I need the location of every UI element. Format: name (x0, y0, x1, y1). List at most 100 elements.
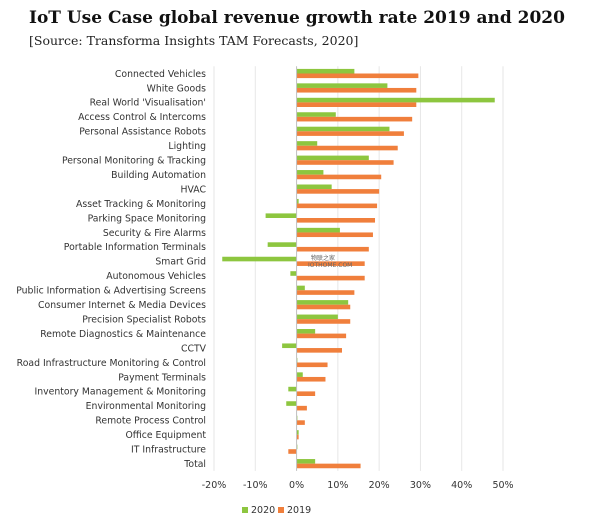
bar-2020 (286, 401, 297, 406)
bar-2019 (296, 87, 417, 93)
category-label: Remote Diagnostics & Maintenance (40, 329, 206, 340)
bar-2019 (296, 405, 307, 411)
x-tick-label: -20% (202, 480, 227, 491)
bar-2020 (296, 372, 303, 377)
bar-2019 (296, 232, 373, 238)
bar-2020 (296, 155, 369, 161)
legend-swatch-2019 (278, 507, 284, 513)
bar-2020 (296, 285, 305, 291)
category-label: Parking Space Monitoring (88, 213, 207, 224)
category-label: Security & Fire Alarms (103, 228, 206, 239)
bar-2020 (296, 126, 390, 132)
bar-2019 (296, 275, 365, 281)
bar-2019 (296, 73, 419, 79)
watermark-line-1: 物联之家 (311, 254, 335, 262)
bar-2019 (296, 376, 326, 382)
bar-2019 (296, 463, 361, 469)
bar-2020 (282, 343, 297, 349)
category-label: Inventory Management & Monitoring (35, 387, 207, 398)
category-label: Payment Terminals (118, 372, 206, 383)
bar-2020 (265, 213, 297, 218)
bars (222, 68, 495, 469)
category-label: Autonomous Vehicles (106, 271, 206, 282)
x-tick-label: 40% (451, 480, 472, 491)
bar-2019 (296, 434, 299, 440)
category-label: Real World 'Visualisation' (90, 98, 206, 109)
x-tick-label: -10% (243, 480, 268, 491)
category-label: Personal Monitoring & Tracking (62, 156, 206, 167)
bar-2020 (296, 430, 299, 435)
bar-2019 (296, 391, 316, 396)
category-label: Access Control & Intercoms (78, 112, 206, 123)
bar-2020 (267, 242, 297, 247)
bar-2019 (296, 218, 376, 223)
bar-2019 (296, 174, 382, 180)
bar-2020 (296, 300, 349, 305)
category-label: Asset Tracking & Monitoring (76, 199, 206, 210)
bar-2019 (296, 333, 347, 339)
legend-label-2020: 2020 (251, 505, 275, 516)
category-label: Connected Vehicles (115, 69, 206, 80)
category-label: Lighting (168, 141, 206, 152)
category-label: Environmental Monitoring (86, 401, 206, 412)
bar-2019 (296, 102, 417, 107)
bar-2020 (296, 141, 318, 146)
category-label: Precision Specialist Robots (82, 314, 206, 325)
x-tick-label: 10% (327, 480, 348, 491)
category-labels: Connected Vehicles White Goods Real World … (16, 69, 206, 470)
bar-2020 (296, 314, 338, 320)
x-tick-label: 50% (492, 480, 513, 491)
bar-2019 (296, 420, 305, 425)
bar-2019 (296, 362, 328, 368)
bar-2019 (296, 160, 394, 165)
legend-swatch-2020 (242, 507, 248, 513)
bar-2020 (296, 198, 299, 204)
category-label: Portable Information Terminals (64, 242, 206, 253)
bar-2019 (296, 131, 404, 136)
bar-2019 (296, 348, 342, 353)
chart-title: IoT Use Case global revenue growth rate … (29, 8, 565, 28)
bar-2020 (296, 97, 495, 103)
bar-2019 (296, 261, 365, 266)
category-label: Building Automation (111, 170, 206, 181)
category-label: Smart Grid (155, 257, 206, 268)
category-label: White Goods (147, 83, 206, 94)
bar-2020 (296, 329, 316, 334)
category-label: Office Equipment (125, 430, 206, 441)
category-label: Consumer Internet & Media Devices (38, 300, 206, 311)
bar-2020 (296, 68, 355, 74)
bar-2020 (222, 256, 297, 262)
bar-2019 (296, 290, 355, 295)
bar-2020 (288, 386, 297, 392)
bar-2019 (296, 189, 380, 194)
bar-2019 (296, 246, 369, 252)
legend: 2020 2019 (242, 505, 311, 516)
bar-2019 (296, 116, 413, 122)
bar-2019 (288, 449, 297, 454)
bar-2020 (296, 227, 340, 233)
watermark: 物联之家 IOTHOME.COM (308, 254, 352, 269)
category-label: Total (183, 459, 206, 470)
bar-2020 (296, 459, 316, 464)
x-tick-label: 20% (369, 480, 390, 491)
category-label: CCTV (181, 343, 207, 354)
category-label: Remote Process Control (95, 416, 206, 427)
category-label: HVAC (181, 184, 206, 195)
category-label: Road Infrastructure Monitoring & Control (17, 358, 206, 369)
bar-2020 (296, 83, 388, 88)
category-label: IT Infrastructure (131, 445, 206, 456)
watermark-line-2: IOTHOME.COM (308, 262, 352, 269)
bar-2019 (296, 203, 378, 209)
bar-2019 (296, 319, 351, 324)
x-tick-label: 0% (289, 480, 304, 491)
x-tick-label: 30% (410, 480, 431, 491)
bar-2019 (296, 304, 351, 310)
legend-label-2019: 2019 (287, 505, 311, 516)
bar-2020 (296, 112, 336, 117)
bar-2020 (296, 170, 324, 175)
chart-source: [Source: Transforma Insights TAM Forecas… (29, 33, 359, 48)
bar-2020 (290, 271, 297, 276)
bar-2020 (296, 184, 332, 190)
x-tick-labels: -20% -10% 0% 10% 20% 30% 40% 50% (202, 480, 514, 491)
